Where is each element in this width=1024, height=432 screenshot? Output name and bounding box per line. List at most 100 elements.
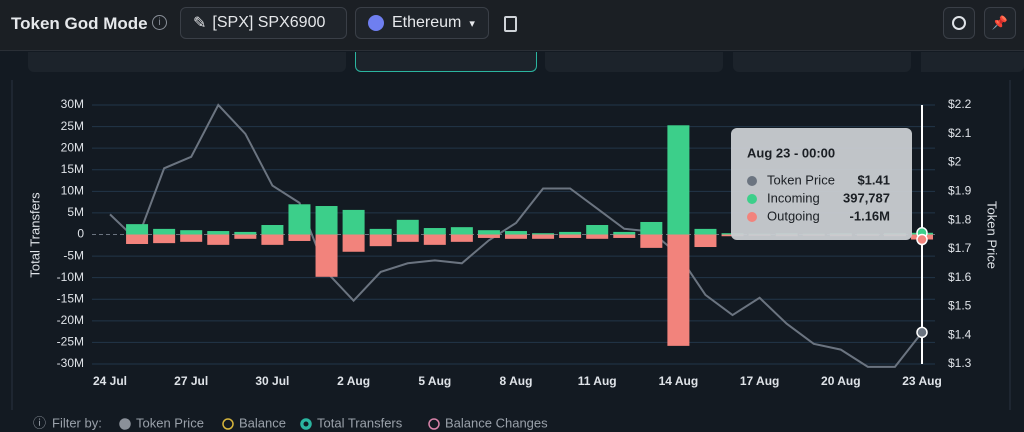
price-line xyxy=(109,103,923,368)
bar xyxy=(694,228,717,235)
tooltip-name: Outgoing xyxy=(767,208,820,223)
x-tick-label: 2 Aug xyxy=(337,374,370,388)
tab[interactable] xyxy=(733,52,911,72)
tooltip-box xyxy=(731,128,912,240)
y-tick-label: 10M xyxy=(61,184,84,198)
bar xyxy=(559,234,582,238)
y2-tick-label: $1.9 xyxy=(948,184,972,198)
copy-icon[interactable] xyxy=(504,16,517,32)
filter-item[interactable]: Balance xyxy=(239,415,286,430)
bar xyxy=(288,204,311,235)
chain-dropdown[interactable]: Ethereum ▾ xyxy=(355,7,489,39)
y2-tick-label: $2.2 xyxy=(948,97,972,111)
x-tick-label: 23 Aug xyxy=(902,374,942,388)
bar xyxy=(126,224,149,235)
x-tick-label: 5 Aug xyxy=(418,374,451,388)
y-tick-label: -25M xyxy=(57,335,84,349)
tooltip-marker xyxy=(747,194,757,204)
y2-tick-label: $1.6 xyxy=(948,270,972,284)
bar xyxy=(613,234,636,238)
bar xyxy=(207,234,230,245)
tab[interactable] xyxy=(28,52,346,72)
tooltip-value: $1.41 xyxy=(857,172,890,187)
y-tick-label: -10M xyxy=(57,270,84,284)
token-button[interactable]: ✎ [SPX] SPX6900 xyxy=(180,7,347,39)
x-tick-label: 27 Jul xyxy=(174,374,208,388)
tooltip-value: -1.16M xyxy=(850,208,890,223)
x-tick-label: 14 Aug xyxy=(659,374,699,388)
bar xyxy=(586,234,609,239)
bar xyxy=(315,206,338,235)
filter-toggle[interactable] xyxy=(222,418,234,430)
tab-active[interactable] xyxy=(355,52,537,72)
eye-icon xyxy=(952,16,966,30)
title: Token God Mode xyxy=(11,14,148,33)
filter-item[interactable]: Token Price xyxy=(136,415,204,430)
bar xyxy=(180,230,203,235)
bar xyxy=(396,219,419,235)
bar xyxy=(315,234,338,277)
bar xyxy=(640,234,663,248)
hover-dot xyxy=(916,326,928,339)
x-tick-label: 20 Aug xyxy=(821,374,861,388)
token-label: [SPX] SPX6900 xyxy=(212,14,326,31)
y2-tick-label: $1.3 xyxy=(948,356,972,370)
bar xyxy=(477,234,500,238)
bar xyxy=(423,228,446,235)
tooltip-name: Token Price xyxy=(767,172,835,187)
tooltip-marker xyxy=(747,176,757,186)
x-tick-label: 30 Jul xyxy=(255,374,289,388)
tooltip: Aug 23 - 00:00 Token Price $1.41 Incoming 39… xyxy=(731,128,912,240)
y-tick-label: -15M xyxy=(57,291,84,305)
eth-icon xyxy=(368,15,384,31)
bar xyxy=(342,209,365,235)
x-tick-label: 8 Aug xyxy=(500,374,533,388)
y-tick-label: 0 xyxy=(77,227,84,241)
bar xyxy=(532,234,555,239)
bar xyxy=(396,234,419,242)
filter-toggle-inner xyxy=(303,421,309,427)
y2-tick-label: $1.8 xyxy=(948,212,972,226)
y2-tick-label: $2 xyxy=(948,155,962,169)
y2-tick-label: $1.5 xyxy=(948,299,972,313)
y2-tick-label: $1.7 xyxy=(948,241,972,255)
bar xyxy=(342,234,365,252)
y2-tick-label: $2.1 xyxy=(948,126,972,140)
header: Token God Mode i ✎ [SPX] SPX6900 Ethereum… xyxy=(0,0,1024,51)
tooltip-title: Aug 23 - 00:00 xyxy=(747,145,835,160)
pin-button[interactable]: 📌 xyxy=(984,7,1016,39)
filter-toggle[interactable] xyxy=(119,418,131,430)
chevron: ▾ xyxy=(469,17,475,30)
y-tick-label: 30M xyxy=(61,97,84,111)
bar xyxy=(234,231,257,235)
filter-toggle[interactable] xyxy=(428,418,440,430)
info-icon[interactable]: i xyxy=(152,15,167,30)
tab[interactable] xyxy=(921,52,1024,72)
filter-label: Filter by: xyxy=(52,415,102,430)
y2-tick-label: $1.4 xyxy=(948,327,972,341)
bar xyxy=(423,234,446,245)
x-tick-label: 17 Aug xyxy=(740,374,780,388)
tab[interactable] xyxy=(545,52,723,72)
y-axis-title: Total Transfers xyxy=(27,192,42,278)
bar xyxy=(234,234,257,239)
y2-axis-title: Token Price xyxy=(985,201,1000,269)
y-tick-label: 5M xyxy=(67,205,84,219)
filter-item[interactable]: Balance Changes xyxy=(445,415,548,430)
bar xyxy=(505,231,527,235)
bar xyxy=(477,230,500,235)
bar xyxy=(126,234,149,244)
bar xyxy=(261,225,284,235)
tooltip-marker xyxy=(747,212,757,222)
y-tick-label: -5M xyxy=(63,248,84,262)
bar xyxy=(694,234,717,248)
bar xyxy=(586,225,609,235)
filter-item[interactable]: Total Transfers xyxy=(317,415,403,430)
bar xyxy=(153,228,176,235)
x-tick-label: 24 Jul xyxy=(93,374,127,388)
bar xyxy=(613,231,636,235)
watch-button[interactable] xyxy=(943,7,975,39)
bar xyxy=(559,231,582,235)
